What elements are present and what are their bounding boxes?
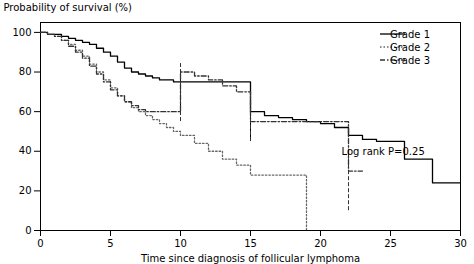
svg-text:80: 80 [19, 66, 32, 77]
svg-text:15: 15 [244, 238, 257, 249]
svg-text:40: 40 [19, 145, 32, 156]
svg-text:Time since diagnosis of follic: Time since diagnosis of follicular lymph… [140, 253, 360, 264]
svg-text:20: 20 [314, 238, 327, 249]
svg-text:Grade 2: Grade 2 [390, 42, 430, 53]
svg-text:Probability of survival (%): Probability of survival (%) [4, 2, 133, 13]
svg-text:0: 0 [37, 238, 43, 249]
svg-text:25: 25 [384, 238, 397, 249]
svg-text:20: 20 [19, 185, 32, 196]
svg-text:Log rank P=0.25: Log rank P=0.25 [342, 146, 425, 157]
svg-text:100: 100 [12, 27, 31, 38]
svg-text:10: 10 [174, 238, 187, 249]
svg-text:60: 60 [19, 106, 32, 117]
svg-text:30: 30 [454, 238, 467, 249]
svg-text:0: 0 [25, 225, 31, 236]
svg-text:Grade 3: Grade 3 [390, 55, 430, 66]
svg-text:5: 5 [107, 238, 113, 249]
svg-text:Grade 1: Grade 1 [390, 29, 430, 40]
